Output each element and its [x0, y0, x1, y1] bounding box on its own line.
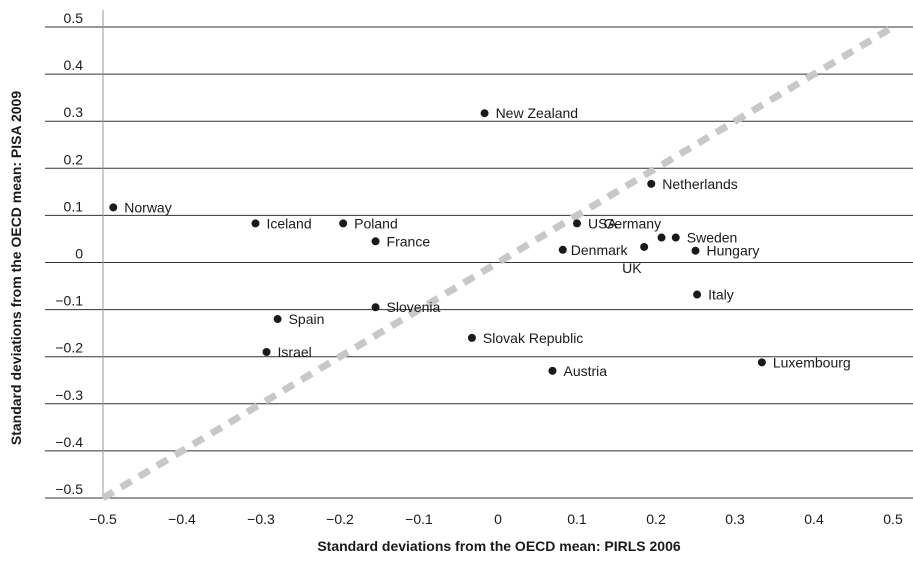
point-label-denmark: Denmark: [571, 242, 629, 258]
reference-diagonal-line: [101, 23, 895, 502]
y-tick-label: 0: [75, 246, 83, 262]
y-tick-label: 0.5: [64, 10, 84, 26]
point-label-iceland: Iceland: [266, 215, 311, 231]
point-israel: [262, 347, 271, 356]
x-axis-title: Standard deviations from the OECD mean: …: [317, 538, 681, 554]
point-spain: [273, 315, 282, 324]
y-tick-label: 0.1: [64, 198, 84, 214]
point-label-france: France: [387, 233, 431, 249]
x-tick-label: −0.2: [326, 511, 354, 527]
point-netherlands: [647, 179, 656, 188]
y-tick-label: −0.1: [55, 293, 83, 309]
point-austria: [548, 366, 557, 375]
point-label-slovak-republic: Slovak Republic: [483, 330, 583, 346]
y-tick-labels: 0.5 0.4 0.3 0.2 0.1 0 −0.1 −0.2 −0.3 −0.4 −0.5: [55, 10, 83, 497]
point-new-zealand: [480, 109, 489, 118]
y-tick-label: 0.3: [64, 104, 84, 120]
point-usa: [573, 219, 581, 228]
data-point-labels: Norway Iceland Poland France New Zealand Neth…: [124, 105, 850, 379]
x-tick-label: 0.5: [883, 511, 903, 527]
point-germany: [657, 233, 666, 242]
point-label-sweden: Sweden: [687, 230, 738, 246]
point-label-italy: Italy: [708, 287, 734, 303]
point-label-netherlands: Netherlands: [662, 176, 738, 192]
x-tick-label: 0.3: [725, 511, 745, 527]
point-label-israel: Israel: [278, 344, 312, 360]
x-tick-label: −0.5: [89, 511, 117, 527]
point-label-slovenia: Slovenia: [387, 299, 441, 315]
point-label-spain: Spain: [289, 311, 325, 327]
y-tick-label: 0.4: [64, 57, 84, 73]
point-label-poland: Poland: [354, 215, 398, 231]
point-label-new-zealand: New Zealand: [496, 105, 579, 121]
point-poland: [339, 219, 348, 228]
point-label-germany: Germany: [604, 216, 662, 232]
point-norway: [109, 203, 118, 212]
point-france: [371, 237, 380, 246]
point-label-austria: Austria: [564, 363, 608, 379]
x-tick-label: 0: [494, 511, 502, 527]
y-axis-title: Standard deviations from the OECD mean: …: [8, 91, 24, 445]
point-uk: [640, 242, 649, 251]
point-luxembourg: [757, 358, 766, 367]
point-slovenia: [371, 303, 380, 312]
x-tick-label: 0.1: [567, 511, 587, 527]
point-label-hungary: Hungary: [707, 243, 760, 259]
y-tick-label: −0.4: [55, 434, 83, 450]
point-label-norway: Norway: [124, 199, 171, 215]
grid-layer: [45, 10, 913, 499]
x-tick-label: −0.1: [405, 511, 433, 527]
x-tick-label: 0.4: [804, 511, 824, 527]
point-hungary: [691, 246, 700, 255]
point-denmark: [558, 245, 567, 254]
x-tick-label: −0.3: [247, 511, 275, 527]
x-tick-labels: −0.5 −0.4 −0.3 −0.2 −0.1 0 0.1 0.2 0.3 0.4 0.5: [89, 511, 903, 527]
y-tick-label: −0.5: [55, 481, 83, 497]
point-slovak-republic: [467, 333, 476, 342]
reference-line-layer: [101, 23, 895, 502]
data-points: [109, 109, 766, 375]
y-tick-label: −0.2: [55, 340, 83, 356]
point-label-usa: USA: [588, 215, 617, 231]
point-italy: [693, 290, 702, 299]
point-iceland: [251, 219, 260, 228]
y-tick-label: −0.3: [55, 387, 83, 403]
x-tick-label: 0.2: [646, 511, 666, 527]
x-tick-label: −0.4: [168, 511, 196, 527]
point-label-luxembourg: Luxembourg: [773, 354, 851, 370]
y-tick-label: 0.2: [64, 151, 84, 167]
point-sweden: [671, 233, 680, 242]
point-label-uk: UK: [622, 260, 642, 276]
